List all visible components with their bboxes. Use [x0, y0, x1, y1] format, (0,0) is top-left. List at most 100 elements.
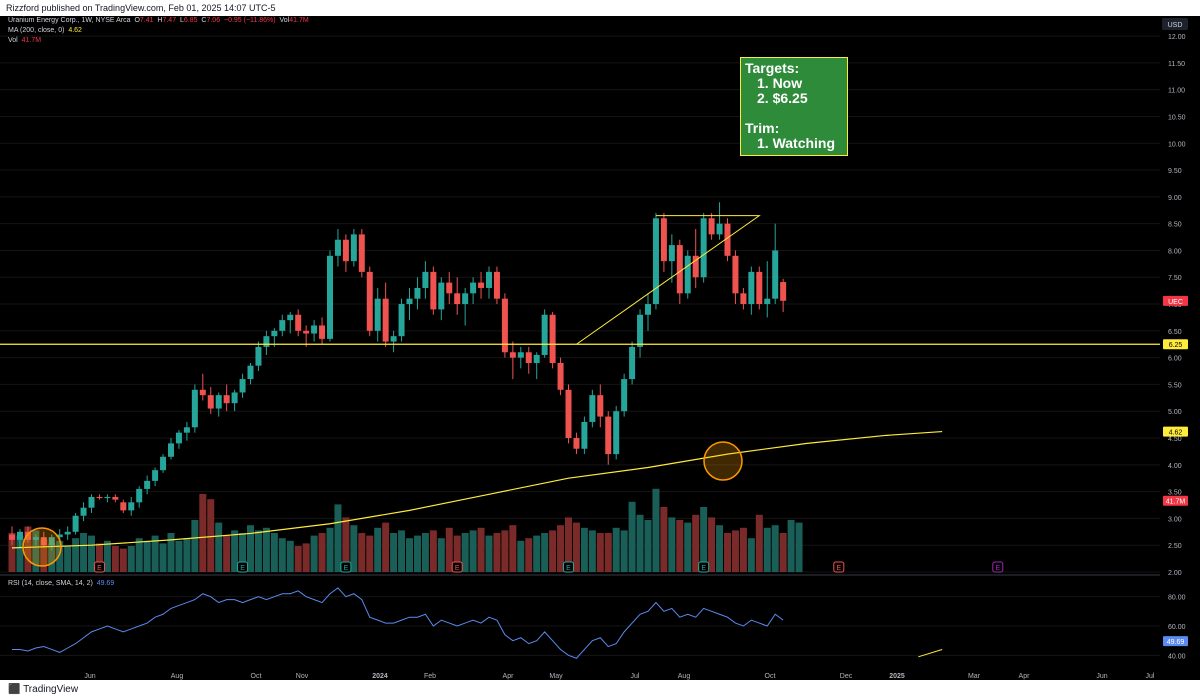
volume-bar	[445, 527, 453, 572]
volume-bar	[32, 530, 40, 572]
candle-body	[183, 427, 190, 433]
volume-bar	[56, 540, 64, 572]
candle-body	[16, 531, 23, 540]
price-tick-label: 11.50	[1168, 61, 1185, 68]
volume-bar	[517, 540, 525, 572]
candle-body	[64, 531, 71, 535]
candle-body	[255, 346, 262, 366]
candle-body	[191, 389, 198, 428]
candle-body	[438, 282, 445, 310]
time-tick-label: Aug	[678, 673, 691, 680]
candle-body	[128, 502, 135, 511]
candle-body	[72, 515, 79, 532]
volume-bar	[159, 543, 167, 572]
volume-bar	[247, 525, 254, 572]
price-axis: USD 12.00 11.50 11.00 10.50 10.00 9.50 9.00 8.50…	[1162, 18, 1188, 660]
volume-bar	[493, 533, 501, 572]
candle-body	[120, 502, 127, 511]
volume-bar	[612, 527, 620, 572]
candle-body	[732, 255, 739, 294]
legend-vol2-label: Vol	[8, 37, 18, 44]
volume-bar	[644, 520, 652, 572]
legend-ma-label: MA (200, close, 0)	[8, 27, 65, 34]
price-tick-label: 5.00	[1168, 409, 1182, 416]
volume-bar	[684, 522, 692, 572]
candle-body	[215, 395, 222, 409]
candle-body	[175, 432, 182, 444]
candle-body	[557, 362, 564, 390]
time-tick-label: 2025	[889, 673, 905, 680]
volume-bar	[763, 527, 771, 572]
volume-bar	[358, 533, 366, 572]
volume-bar	[278, 538, 286, 572]
legend-vol2-value: 41.7M	[21, 37, 42, 44]
volume-bar	[509, 525, 517, 572]
earnings-marker	[833, 561, 845, 573]
volume-bar	[239, 533, 247, 572]
candle-body	[271, 330, 278, 337]
candle-body	[24, 531, 31, 540]
candle-body	[645, 304, 651, 315]
volume-bar	[262, 527, 270, 572]
volume-bar	[700, 507, 708, 572]
targets-annotation: Targets: 1. Now 2. $6.25 Trim: 1. Watchi…	[740, 57, 848, 156]
candle-body	[446, 282, 453, 294]
candle-body	[478, 282, 485, 288]
volume-bar	[620, 530, 628, 572]
time-tick-label: Aug	[171, 673, 184, 680]
legend-symbol: Uranium Energy Corp., 1W, NYSE Arca	[8, 17, 131, 24]
volume-bar	[795, 522, 803, 572]
volume-bar	[342, 517, 350, 572]
earnings-marker-label: E	[995, 565, 1000, 572]
targets-title: Targets:	[745, 60, 800, 76]
chart-area[interactable]: E E E E E E E E USD 12.00 11.50 11.00 10.50 10.00 9.5…	[0, 16, 1200, 680]
candle-body	[660, 218, 667, 262]
price-tick-label: 4.50	[1168, 436, 1182, 443]
candle-body	[565, 389, 572, 439]
volume-bar	[485, 535, 493, 572]
volume-bar	[310, 535, 318, 572]
volume-bar	[167, 533, 175, 572]
candle-body	[525, 352, 532, 363]
candle-body	[724, 223, 731, 256]
time-tick-label: Jun	[84, 673, 95, 680]
candle-body	[668, 245, 675, 262]
volume-bar	[398, 530, 406, 572]
legend-open: 7.41	[139, 17, 154, 24]
volume-bar	[207, 499, 215, 572]
price-tick-label: 2.50	[1168, 543, 1182, 550]
trim-1: 1. Watching	[757, 135, 836, 151]
time-tick-label: Jul	[631, 673, 640, 680]
candle-body	[454, 293, 461, 305]
volume-bar	[318, 533, 326, 572]
currency-label: USD	[1168, 22, 1183, 29]
price-tick-label: 10.50	[1168, 114, 1186, 121]
volume-bar	[628, 501, 636, 572]
volume-bar	[88, 535, 95, 572]
candle-body	[327, 255, 333, 339]
earnings-marker-label: E	[566, 565, 571, 572]
volume-bar	[557, 525, 565, 572]
candle-body	[541, 314, 548, 355]
candle-body	[342, 239, 349, 262]
price-tick-label: 8.50	[1168, 222, 1182, 229]
volume-bar	[549, 530, 557, 572]
price-chart-svg[interactable]: E E E E E E E E USD 12.00 11.50 11.00 10.50 10.00 9.5…	[0, 16, 1200, 680]
candle-body	[199, 389, 206, 396]
price-badge-vol: 41.7M	[1166, 499, 1186, 506]
earnings-marker-label: E	[344, 565, 349, 572]
candle-body	[374, 298, 381, 331]
legend-row-vol: Vol 41.7M	[8, 36, 309, 46]
triangle-lines	[576, 215, 761, 345]
candle-body	[80, 507, 87, 516]
earnings-marker	[992, 561, 1004, 573]
volume-bar	[437, 538, 445, 572]
volume-bar	[231, 530, 239, 572]
candlesticks	[9, 202, 787, 551]
candle-body	[160, 456, 167, 471]
candle-body	[772, 250, 779, 299]
volume-bar	[708, 517, 716, 572]
volume-bar	[390, 533, 398, 572]
candle-body	[756, 271, 763, 305]
target-1: 1. Now	[757, 75, 803, 91]
